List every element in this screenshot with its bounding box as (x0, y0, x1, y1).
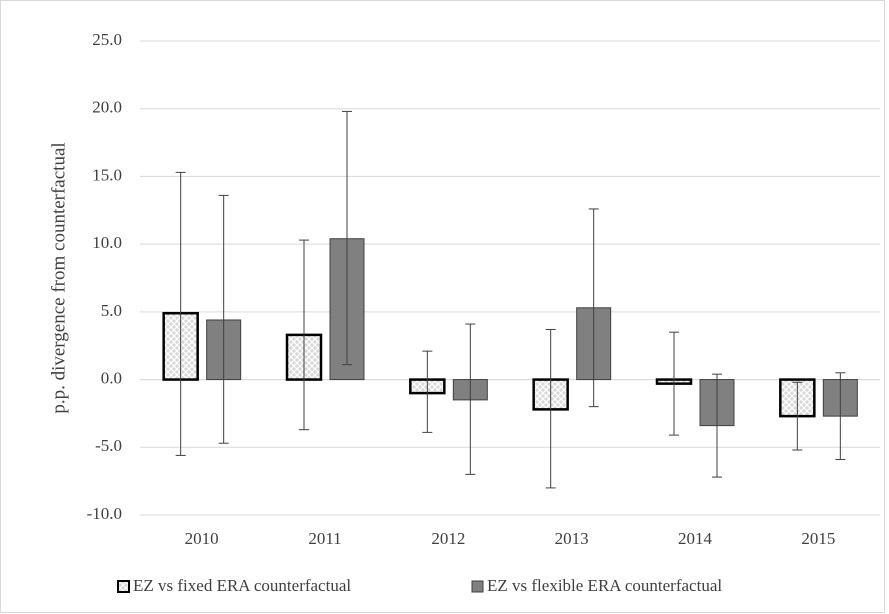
y-tick-label: 10.0 (92, 233, 122, 252)
legend-label: EZ vs fixed ERA counterfactual (133, 576, 351, 595)
y-tick-label: 15.0 (92, 165, 122, 184)
x-tick-label: 2013 (555, 529, 589, 548)
legend-label: EZ vs flexible ERA counterfactual (487, 576, 722, 595)
x-tick-label: 2015 (801, 529, 835, 548)
x-tick-label: 2012 (431, 529, 465, 548)
x-tick-label: 2011 (308, 529, 341, 548)
y-tick-label: -5.0 (95, 436, 122, 455)
y-tick-label: -10.0 (87, 504, 122, 523)
legend-swatch (117, 580, 130, 593)
y-tick-label: 5.0 (101, 301, 122, 320)
y-tick-label: 0.0 (101, 368, 122, 387)
y-tick-label: 25.0 (92, 30, 122, 49)
y-tick-label: 20.0 (92, 98, 122, 117)
legend-swatch (471, 580, 484, 593)
x-tick-label: 2010 (185, 529, 219, 548)
y-axis-label: p.p. divergence from counterfactual (48, 142, 69, 413)
x-tick-label: 2014 (678, 529, 713, 548)
